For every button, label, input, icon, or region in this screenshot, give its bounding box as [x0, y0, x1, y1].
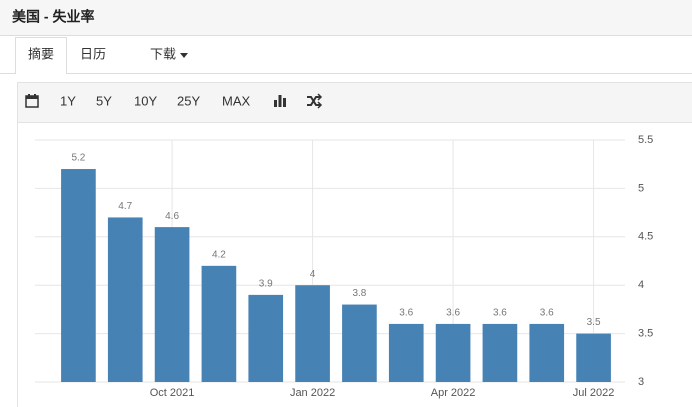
- value-label: 3.6: [399, 308, 413, 319]
- range-button[interactable]: MAX: [222, 93, 251, 108]
- dropdown-caret[interactable]: [180, 53, 188, 58]
- bar: [435, 323, 471, 382]
- bar: [201, 265, 237, 382]
- bar: [576, 333, 611, 382]
- bar: [482, 323, 518, 382]
- value-label: 3.9: [259, 279, 273, 290]
- bar: [388, 323, 424, 382]
- value-label: 4.2: [212, 249, 226, 260]
- y-tick-label: 3.5: [638, 328, 653, 340]
- bar: [342, 304, 377, 382]
- range-button[interactable]: 1Y: [60, 93, 76, 108]
- bar: [295, 285, 330, 382]
- y-tick-label: 3: [638, 376, 644, 388]
- value-label: 4: [310, 269, 316, 280]
- bar: [529, 323, 565, 382]
- value-label: 4.6: [165, 211, 179, 222]
- chart: 3 3.5 4 4.5 5 5.5 Oct 2021 Jan 2022 Apr 2022 Jul …: [35, 134, 653, 399]
- y-tick-label: 4: [638, 279, 644, 291]
- x-tick-label: Apr 2022: [431, 387, 476, 399]
- calendar-icon[interactable]: [25, 94, 39, 108]
- active-tab-frame: [15, 37, 67, 74]
- page-title: 美国 - 失业率: [12, 9, 94, 25]
- x-tick-label: Oct 2021: [150, 387, 195, 399]
- value-label: 3.6: [540, 308, 554, 319]
- tab[interactable]: 摘要: [28, 46, 54, 61]
- value-label: 3.6: [446, 308, 460, 319]
- tab[interactable]: 日历: [80, 46, 106, 61]
- active-tab-cover: [16, 70, 66, 75]
- header-bar: [0, 0, 692, 35]
- value-label: 3.8: [352, 288, 366, 299]
- x-tick-label: Jul 2022: [573, 387, 615, 399]
- y-tick-label: 4.5: [638, 231, 653, 243]
- range-button[interactable]: 25Y: [177, 93, 200, 108]
- tab[interactable]: 下载: [150, 46, 176, 61]
- value-label: 3.6: [493, 308, 507, 319]
- y-tick-label: 5.5: [638, 134, 653, 146]
- value-label: 5.2: [71, 153, 85, 164]
- y-tick-label: 5: [638, 182, 644, 194]
- value-label: 3.5: [587, 317, 601, 328]
- toolbar: [17, 82, 692, 123]
- range-button[interactable]: 5Y: [96, 93, 112, 108]
- bar: [248, 294, 284, 382]
- bar: [107, 217, 143, 382]
- bar: [61, 169, 96, 382]
- bar: [154, 227, 190, 382]
- shuffle-icon[interactable]: [307, 93, 323, 109]
- value-label: 4.7: [118, 201, 132, 212]
- range-button[interactable]: 10Y: [134, 93, 157, 108]
- x-tick-label: Jan 2022: [290, 387, 335, 399]
- bar-chart-icon[interactable]: [274, 95, 286, 107]
